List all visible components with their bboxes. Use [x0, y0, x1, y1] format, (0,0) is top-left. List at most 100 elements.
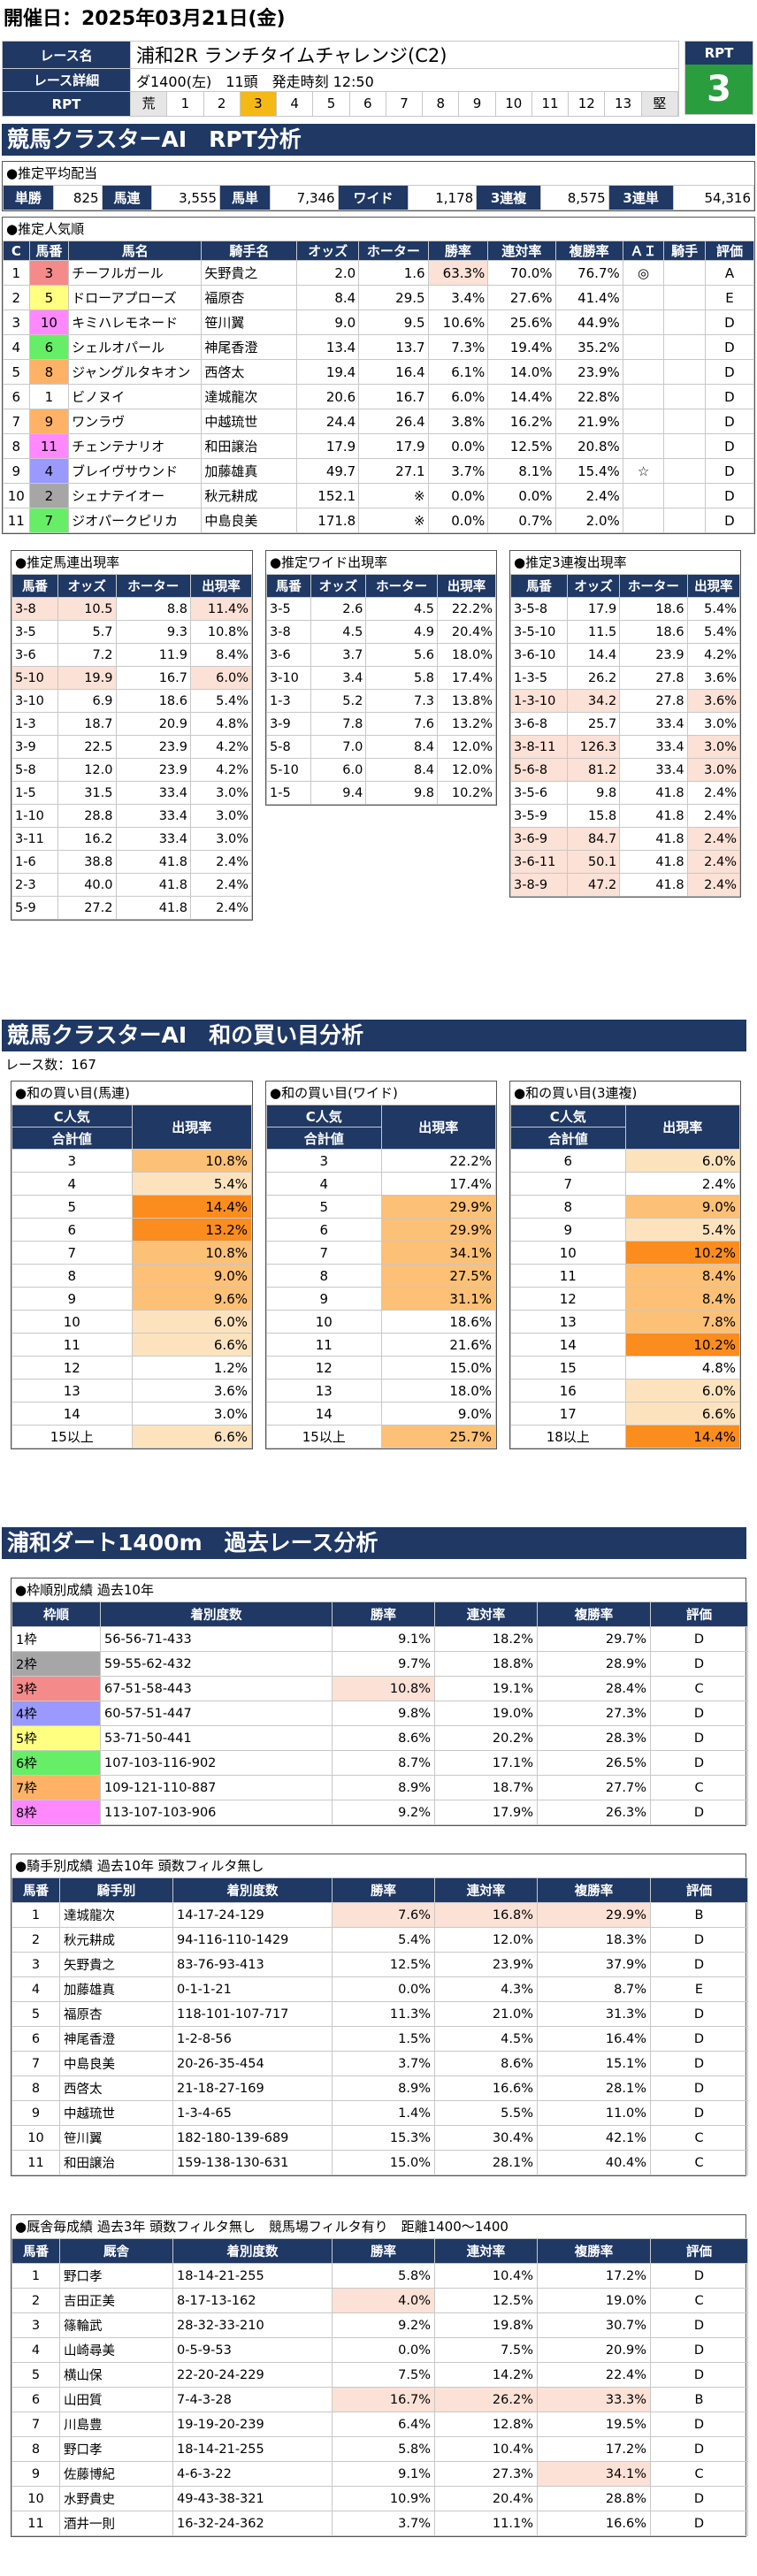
jockey-cell: 5.4% — [332, 1927, 435, 1953]
wa_wide-row: 12 15.0% — [266, 1356, 496, 1380]
stable-cell: D — [650, 2263, 748, 2289]
wa_trio-cell: 9 — [510, 1218, 626, 1242]
stable-cell: 16.6% — [537, 2511, 651, 2536]
umaren-cell: 33.4 — [115, 804, 191, 828]
trio-cell: 18.6 — [619, 597, 688, 621]
trio-row: 3-6-9 84.7 41.8 2.4% — [510, 827, 741, 851]
popularity-cell — [663, 483, 706, 508]
rpt-scale-cell: 荒 — [131, 92, 168, 116]
wa_trio-cell: 7.8% — [624, 1310, 740, 1334]
payout-value: 3,555 — [151, 185, 221, 210]
trio-row: 1-3-10 34.2 27.8 3.6% — [510, 689, 741, 713]
wa_wide-cell: 4 — [266, 1172, 382, 1196]
frame-cell: 29.7% — [537, 1626, 651, 1652]
frame-header: 複勝率 — [537, 1601, 651, 1627]
stable-cell: 5 — [11, 2362, 60, 2388]
popularity-cell: 0.0% — [487, 483, 556, 508]
jockey-cell: 11.3% — [332, 2001, 435, 2027]
rpt-scale-cell: 3 — [240, 92, 278, 116]
popularity-cell: D — [704, 508, 755, 533]
jockey-row: 2 秋元耕成 94-116-110-1429 5.4% 12.0% 18.3% D — [11, 1927, 748, 1953]
frame-row: 6枠 107-103-116-902 8.7% 17.1% 26.5% D — [11, 1750, 748, 1776]
jockey-cell: 4.3% — [434, 1976, 538, 2002]
rpt-value: 3 — [685, 65, 753, 114]
wa_trio-row: 8 9.0% — [510, 1195, 740, 1219]
jockey-cell: 8 — [11, 2075, 60, 2101]
umaren-cell: 4.2% — [189, 735, 253, 759]
popularity-cell: 6 — [28, 334, 70, 360]
umaren-cell: 2-3 — [11, 873, 58, 897]
stable-cell: 佐藤博紀 — [59, 2461, 173, 2487]
jockey-cell: 3.7% — [332, 2051, 435, 2076]
trio-cell: 3-5-8 — [510, 597, 568, 621]
umaren-cell: 38.8 — [57, 850, 117, 874]
umaren-cell: 5-9 — [11, 896, 58, 920]
popularity-cell: 17.9 — [358, 433, 429, 459]
jockey-cell: 12.5% — [332, 1952, 435, 1977]
popularity-cell — [663, 260, 706, 286]
payout-value: 8,575 — [540, 185, 609, 210]
jockey-cell: 8.7% — [537, 1976, 651, 2002]
frame-cell: 26.3% — [537, 1800, 651, 1825]
jockey-cell: 29.9% — [537, 1902, 651, 1928]
frame-cell: 27.7% — [537, 1775, 651, 1800]
umaren-cell: 11.4% — [189, 597, 253, 621]
umaren-cell: 2.4% — [189, 873, 253, 897]
wa_umaren-cell: 6.0% — [131, 1310, 252, 1334]
jockey-row: 11 和田譲治 159-138-130-631 15.0% 28.1% 40.4% C — [11, 2150, 748, 2175]
wa_umaren-cell: 5.4% — [131, 1172, 252, 1196]
popularity-cell — [622, 508, 665, 533]
jockey-cell: 5 — [11, 2001, 60, 2027]
stable-cell: 14.2% — [434, 2362, 538, 2388]
payout-label: 3連単 — [608, 185, 674, 210]
trio-title: ●推定3連複出現率 — [514, 554, 627, 570]
trio-row: 3-6-11 50.1 41.8 2.4% — [510, 850, 741, 874]
popularity-cell: 7.3% — [427, 334, 489, 360]
jockey-row: 8 西啓太 21-18-27-169 8.9% 16.6% 28.1% D — [11, 2075, 748, 2101]
umaren-cell: 2.4% — [189, 896, 253, 920]
wa_trio-cell: 10 — [510, 1241, 626, 1265]
trio-cell: 18.6 — [619, 620, 688, 644]
wa_wide-cell: 11 — [266, 1333, 382, 1357]
popularity-cell — [663, 409, 706, 434]
trio-cell: 33.4 — [619, 758, 688, 782]
trio-cell: 41.8 — [619, 827, 688, 851]
trio-cell: 33.4 — [619, 735, 688, 759]
umaren-cell: 6.9 — [57, 689, 117, 713]
frame-table: 枠順 着別度数 勝率 連対率 複勝率 評価 1枠 56-56-71-433 9.1% 18.2% 2… — [11, 1601, 748, 1825]
trio-cell: 2.4% — [686, 873, 741, 897]
wa_umaren-row: 5 14.4% — [11, 1195, 252, 1219]
jockey-cell: 0.0% — [332, 1976, 435, 2002]
wa_umaren-header: 出現率 — [131, 1105, 252, 1150]
umaren-cell: 4.2% — [189, 758, 253, 782]
jockey-cell: 21-18-27-169 — [172, 2075, 333, 2101]
wa_trio-row: 17 6.6% — [510, 1402, 740, 1426]
popularity-cell: 2.4% — [554, 483, 623, 508]
wa_trio-cell: 8.4% — [624, 1264, 740, 1288]
wa_umaren-cell: 5 — [11, 1195, 133, 1219]
umaren-cell: 11.9 — [115, 643, 191, 667]
stable-cell: 19.5% — [537, 2412, 651, 2437]
wa_trio-cell: 6 — [510, 1149, 626, 1173]
umaren-cell: 23.9 — [115, 735, 191, 759]
stable-cell: 9 — [11, 2461, 60, 2487]
wide-row: 3-9 7.8 7.6 13.2% — [266, 712, 496, 736]
stable-cell: 49-43-38-321 — [172, 2486, 333, 2511]
stable-cell: 6.4% — [332, 2412, 435, 2437]
jockey-row: 1 達城龍次 14-17-24-129 7.6% 16.8% 29.9% B — [11, 1902, 748, 1928]
stable-cell: B — [650, 2387, 748, 2412]
popularity-header: 騎手 — [663, 241, 706, 261]
umaren-cell: 3-11 — [11, 827, 58, 851]
popularity-row: 2 5 ドローアプローズ 福原杏 8.4 29.5 3.4% 27.6% 41.4% E — [3, 285, 755, 310]
jockey-cell: 達城龍次 — [59, 1902, 173, 1928]
popularity-cell: チーフルガール — [68, 260, 203, 286]
umaren-cell: 1-3 — [11, 712, 58, 736]
popularity-cell — [622, 483, 665, 508]
popularity-row: 3 10 キミハレモネード 笹川翼 9.0 9.5 10.6% 25.6% 44.9% D — [3, 310, 755, 335]
popularity-cell: 4 — [3, 334, 30, 360]
popularity-cell — [622, 359, 665, 385]
trio-cell: 3-6-9 — [510, 827, 568, 851]
popularity-cell: ブレイヴサウンド — [68, 458, 203, 484]
wa_trio-cell: 13 — [510, 1310, 626, 1334]
rpt-scale-cell: 10 — [496, 92, 532, 116]
